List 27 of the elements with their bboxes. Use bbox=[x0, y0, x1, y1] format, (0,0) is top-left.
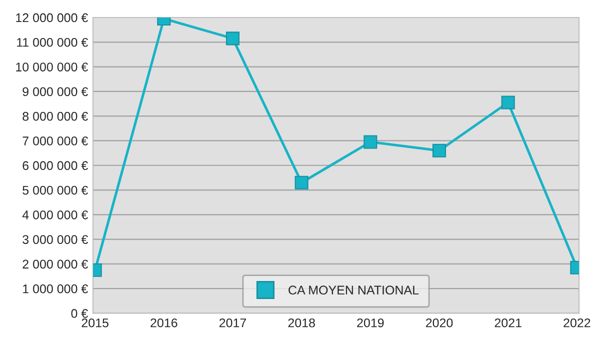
x-tick-label: 2018 bbox=[288, 318, 315, 328]
point bbox=[501, 96, 515, 110]
y-tick-label: 3 000 000 € bbox=[22, 235, 88, 244]
y-tick-label: 7 000 000 € bbox=[22, 136, 88, 146]
y-tick-label: 11 000 000 € bbox=[17, 38, 88, 47]
y-tick-label: 2 000 000 € bbox=[22, 260, 88, 269]
point bbox=[294, 176, 308, 190]
legend-label: CA MOYEN NATIONAL bbox=[288, 286, 419, 295]
x-tick-label: 2016 bbox=[150, 318, 178, 328]
y-tick-label: 1 000 000 € bbox=[23, 284, 88, 294]
y-tick-label: 8 000 000 € bbox=[22, 112, 88, 121]
x-tick-label: 2017 bbox=[219, 318, 246, 328]
y-tick-label: 5 000 000 € bbox=[22, 186, 88, 195]
point bbox=[432, 144, 446, 158]
y-tick-label: 6 000 000 € bbox=[22, 161, 88, 170]
y-tick-label: 9 000 000 € bbox=[22, 87, 88, 96]
y-tick-label: 10 000 000 € bbox=[16, 62, 88, 72]
x-tick-label: 2020 bbox=[426, 318, 453, 328]
x-tick-label: 2021 bbox=[494, 318, 522, 328]
x-tick-label: 2022 bbox=[564, 318, 590, 328]
y-tick-label: 4 000 000 € bbox=[22, 210, 88, 220]
x-tick-label: 2019 bbox=[357, 318, 384, 328]
x-tick-label: 2015 bbox=[82, 318, 108, 328]
y-tick-label: 12 000 000 € bbox=[16, 13, 88, 22]
point bbox=[226, 32, 240, 46]
point bbox=[364, 135, 378, 149]
y-tick-label: 0 € bbox=[71, 309, 88, 318]
